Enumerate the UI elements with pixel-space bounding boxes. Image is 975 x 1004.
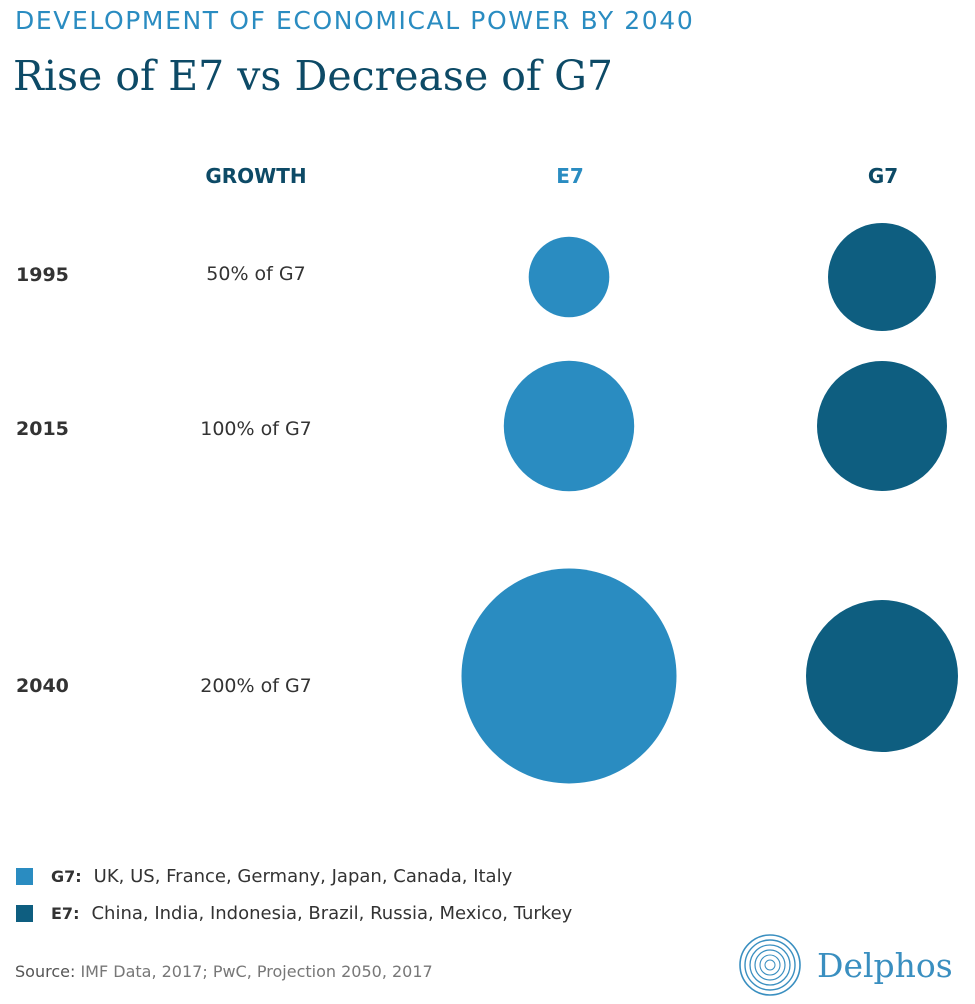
row-growth-2015: 100% of G7 <box>200 418 312 440</box>
delphos-logo-text: Delphos <box>817 946 953 985</box>
row-growth-2040: 200% of G7 <box>200 675 312 697</box>
delphos-logo: Delphos <box>735 932 970 998</box>
source-note: Source: IMF Data, 2017; PwC, Projection … <box>15 962 433 981</box>
bubble-g7-2015 <box>817 361 947 491</box>
column-header-growth: GROWTH <box>205 164 307 188</box>
legend-item-g7: G7: UK, US, France, Germany, Japan, Cana… <box>16 865 512 887</box>
legend-swatch-e7 <box>16 904 33 922</box>
chart-kicker: DEVELOPMENT OF ECONOMICAL POWER BY 2040 <box>15 6 695 35</box>
source-label: Source: <box>15 962 76 981</box>
row-year-1995: 1995 <box>16 264 69 286</box>
chart-title: Rise of E7 vs Decrease of G7 <box>13 52 613 100</box>
bubble-g7-2040 <box>806 600 958 752</box>
legend-key-e7: E7: <box>51 903 80 923</box>
column-header-e7: E7 <box>556 164 584 188</box>
legend-item-e7: E7: China, India, Indonesia, Brazil, Rus… <box>16 902 572 924</box>
row-year-2015: 2015 <box>16 418 69 440</box>
legend-key-g7: G7: <box>51 866 82 886</box>
bubble-e7-1995 <box>528 236 610 318</box>
delphos-logo-icon <box>739 934 801 996</box>
column-header-g7: G7 <box>867 164 899 188</box>
bubble-g7-1995 <box>828 223 936 331</box>
source-text: IMF Data, 2017; PwC, Projection 2050, 20… <box>80 962 433 981</box>
legend-text-e7: China, India, Indonesia, Brazil, Russia,… <box>91 902 573 924</box>
bubble-e7-2040 <box>461 568 677 784</box>
legend-text-g7: UK, US, France, Germany, Japan, Canada, … <box>93 865 513 887</box>
bubble-e7-2015 <box>503 360 635 492</box>
legend-swatch-g7 <box>16 867 33 885</box>
row-growth-1995: 50% of G7 <box>206 263 306 285</box>
row-year-2040: 2040 <box>16 675 69 697</box>
